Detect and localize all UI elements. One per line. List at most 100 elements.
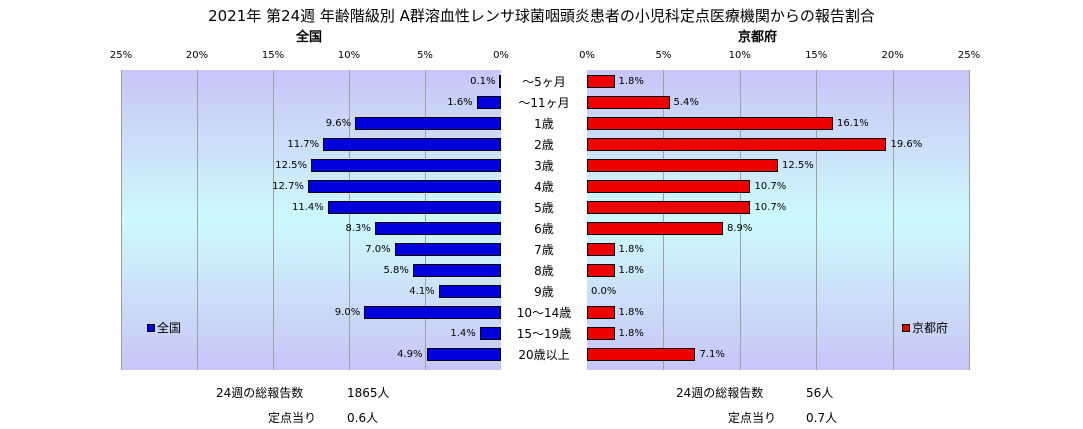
age-category-label: 5歳 xyxy=(534,201,554,215)
age-category-label: 3歳 xyxy=(534,159,554,173)
kyoto-weekly-total-label: 24週の総報告数 xyxy=(676,386,764,400)
national-data-label: 4.1% xyxy=(409,286,435,297)
national-data-label: 9.0% xyxy=(334,307,361,318)
age-category-label: 〜5ヶ月 xyxy=(522,75,566,89)
age-category-label: 〜11ヶ月 xyxy=(518,96,570,110)
kyoto-legend-label: 京都府 xyxy=(912,321,949,335)
kyoto-bar xyxy=(587,201,751,214)
kyoto-legend: 京都府 xyxy=(902,319,948,336)
age-category-label: 8歳 xyxy=(534,264,554,278)
kyoto-gridline xyxy=(893,70,894,370)
kyoto-data-label: 1.8% xyxy=(618,265,644,276)
kyoto-per-site-label: 定点当り xyxy=(728,411,777,425)
national-gridline xyxy=(121,70,122,370)
national-gridline xyxy=(273,70,274,370)
national-data-label: 12.5% xyxy=(275,160,307,171)
national-bar xyxy=(323,138,501,151)
age-category-label: 20歳以上 xyxy=(518,348,570,362)
age-category-label: 10〜14歳 xyxy=(516,306,572,320)
kyoto-gridline xyxy=(969,70,970,370)
national-gridline xyxy=(349,70,350,370)
national-weekly-total-value: 1865人 xyxy=(347,386,390,400)
national-data-label: 7.0% xyxy=(365,244,391,255)
kyoto-bar xyxy=(587,327,615,340)
kyoto-bar xyxy=(587,243,615,256)
national-bar xyxy=(327,201,501,214)
kyoto-bar xyxy=(587,348,696,361)
national-bar xyxy=(307,180,501,193)
national-bar xyxy=(374,222,501,235)
national-bar xyxy=(426,348,501,361)
kyoto-data-label: 5.4% xyxy=(673,97,699,108)
kyoto-tick-label: 0% xyxy=(579,50,595,61)
age-category-label: 1歳 xyxy=(534,117,554,131)
national-tick-label: 10% xyxy=(337,50,361,61)
national-tick-label: 0% xyxy=(493,50,509,61)
age-category-label: 9歳 xyxy=(534,285,554,299)
kyoto-data-label: 8.9% xyxy=(726,223,753,234)
national-data-label: 0.1% xyxy=(470,76,496,87)
kyoto-bar xyxy=(587,138,887,151)
national-bar xyxy=(311,159,501,172)
kyoto-tick-label: 25% xyxy=(957,50,981,61)
age-category-label: 2歳 xyxy=(534,138,554,152)
national-tick-label: 15% xyxy=(261,50,285,61)
national-bar xyxy=(476,96,501,109)
kyoto-data-label: 1.8% xyxy=(618,328,644,339)
kyoto-tick-label: 5% xyxy=(655,50,672,61)
kyoto-data-label: 16.1% xyxy=(837,118,869,129)
kyoto-tick-label: 10% xyxy=(728,50,751,61)
kyoto-data-label: 1.8% xyxy=(618,307,644,318)
national-tick-label: 5% xyxy=(417,50,433,61)
left-chart-subtitle: 全国 xyxy=(296,30,323,45)
national-gridline xyxy=(197,70,198,370)
national-bar xyxy=(479,327,501,340)
national-data-label: 12.7% xyxy=(272,181,304,192)
national-data-label: 1.6% xyxy=(447,97,473,108)
kyoto-bar xyxy=(587,159,778,172)
kyoto-bar xyxy=(587,222,723,235)
kyoto-bar xyxy=(587,180,751,193)
kyoto-data-label: 1.8% xyxy=(618,244,644,255)
national-bar xyxy=(412,264,501,277)
national-tick-label: 20% xyxy=(185,50,209,61)
national-per-site-label: 定点当り xyxy=(268,411,317,425)
national-bar xyxy=(438,285,501,298)
national-bar xyxy=(394,243,501,256)
kyoto-data-label: 19.6% xyxy=(890,139,923,150)
kyoto-bar xyxy=(587,306,615,319)
kyoto-per-site-value: 0.7人 xyxy=(806,411,838,425)
national-data-label: 8.3% xyxy=(345,223,371,234)
chart-title: 2021年 第24週 年齢階級別 A群溶血性レンサ球菌咽頭炎患者の小児科定点医療… xyxy=(208,7,875,25)
age-category-label: 15〜19歳 xyxy=(516,327,572,341)
national-data-label: 11.4% xyxy=(291,202,324,213)
kyoto-data-label: 10.7% xyxy=(754,181,787,192)
kyoto-bar xyxy=(587,96,670,109)
kyoto-data-label: 7.1% xyxy=(699,349,725,360)
age-category-label: 6歳 xyxy=(534,222,554,236)
national-legend-label: 全国 xyxy=(157,321,182,335)
kyoto-tick-label: 15% xyxy=(805,50,828,61)
national-bar xyxy=(355,117,501,130)
age-category-label: 7歳 xyxy=(534,243,554,257)
national-data-label: 5.8% xyxy=(383,265,409,276)
national-data-label: 1.4% xyxy=(450,328,476,339)
national-tick-label: 25% xyxy=(109,50,133,61)
kyoto-bar xyxy=(587,117,833,130)
age-category-label: 4歳 xyxy=(534,180,554,194)
kyoto-data-label: 1.8% xyxy=(618,76,644,87)
kyoto-data-label: 0.0% xyxy=(591,286,617,297)
kyoto-legend-swatch xyxy=(902,323,910,332)
national-bar xyxy=(364,306,501,319)
national-legend: 全国 xyxy=(147,319,181,336)
national-data-label: 9.6% xyxy=(325,118,352,129)
kyoto-weekly-total-value: 56人 xyxy=(806,386,834,400)
kyoto-gridline xyxy=(816,70,817,370)
kyoto-gridline xyxy=(740,70,741,370)
national-per-site-value: 0.6人 xyxy=(347,411,379,425)
kyoto-data-label: 10.7% xyxy=(754,202,787,213)
kyoto-data-label: 12.5% xyxy=(782,160,814,171)
right-chart-subtitle: 京都府 xyxy=(738,30,778,45)
national-data-label: 11.7% xyxy=(287,139,320,150)
national-weekly-total-label: 24週の総報告数 xyxy=(216,386,304,400)
